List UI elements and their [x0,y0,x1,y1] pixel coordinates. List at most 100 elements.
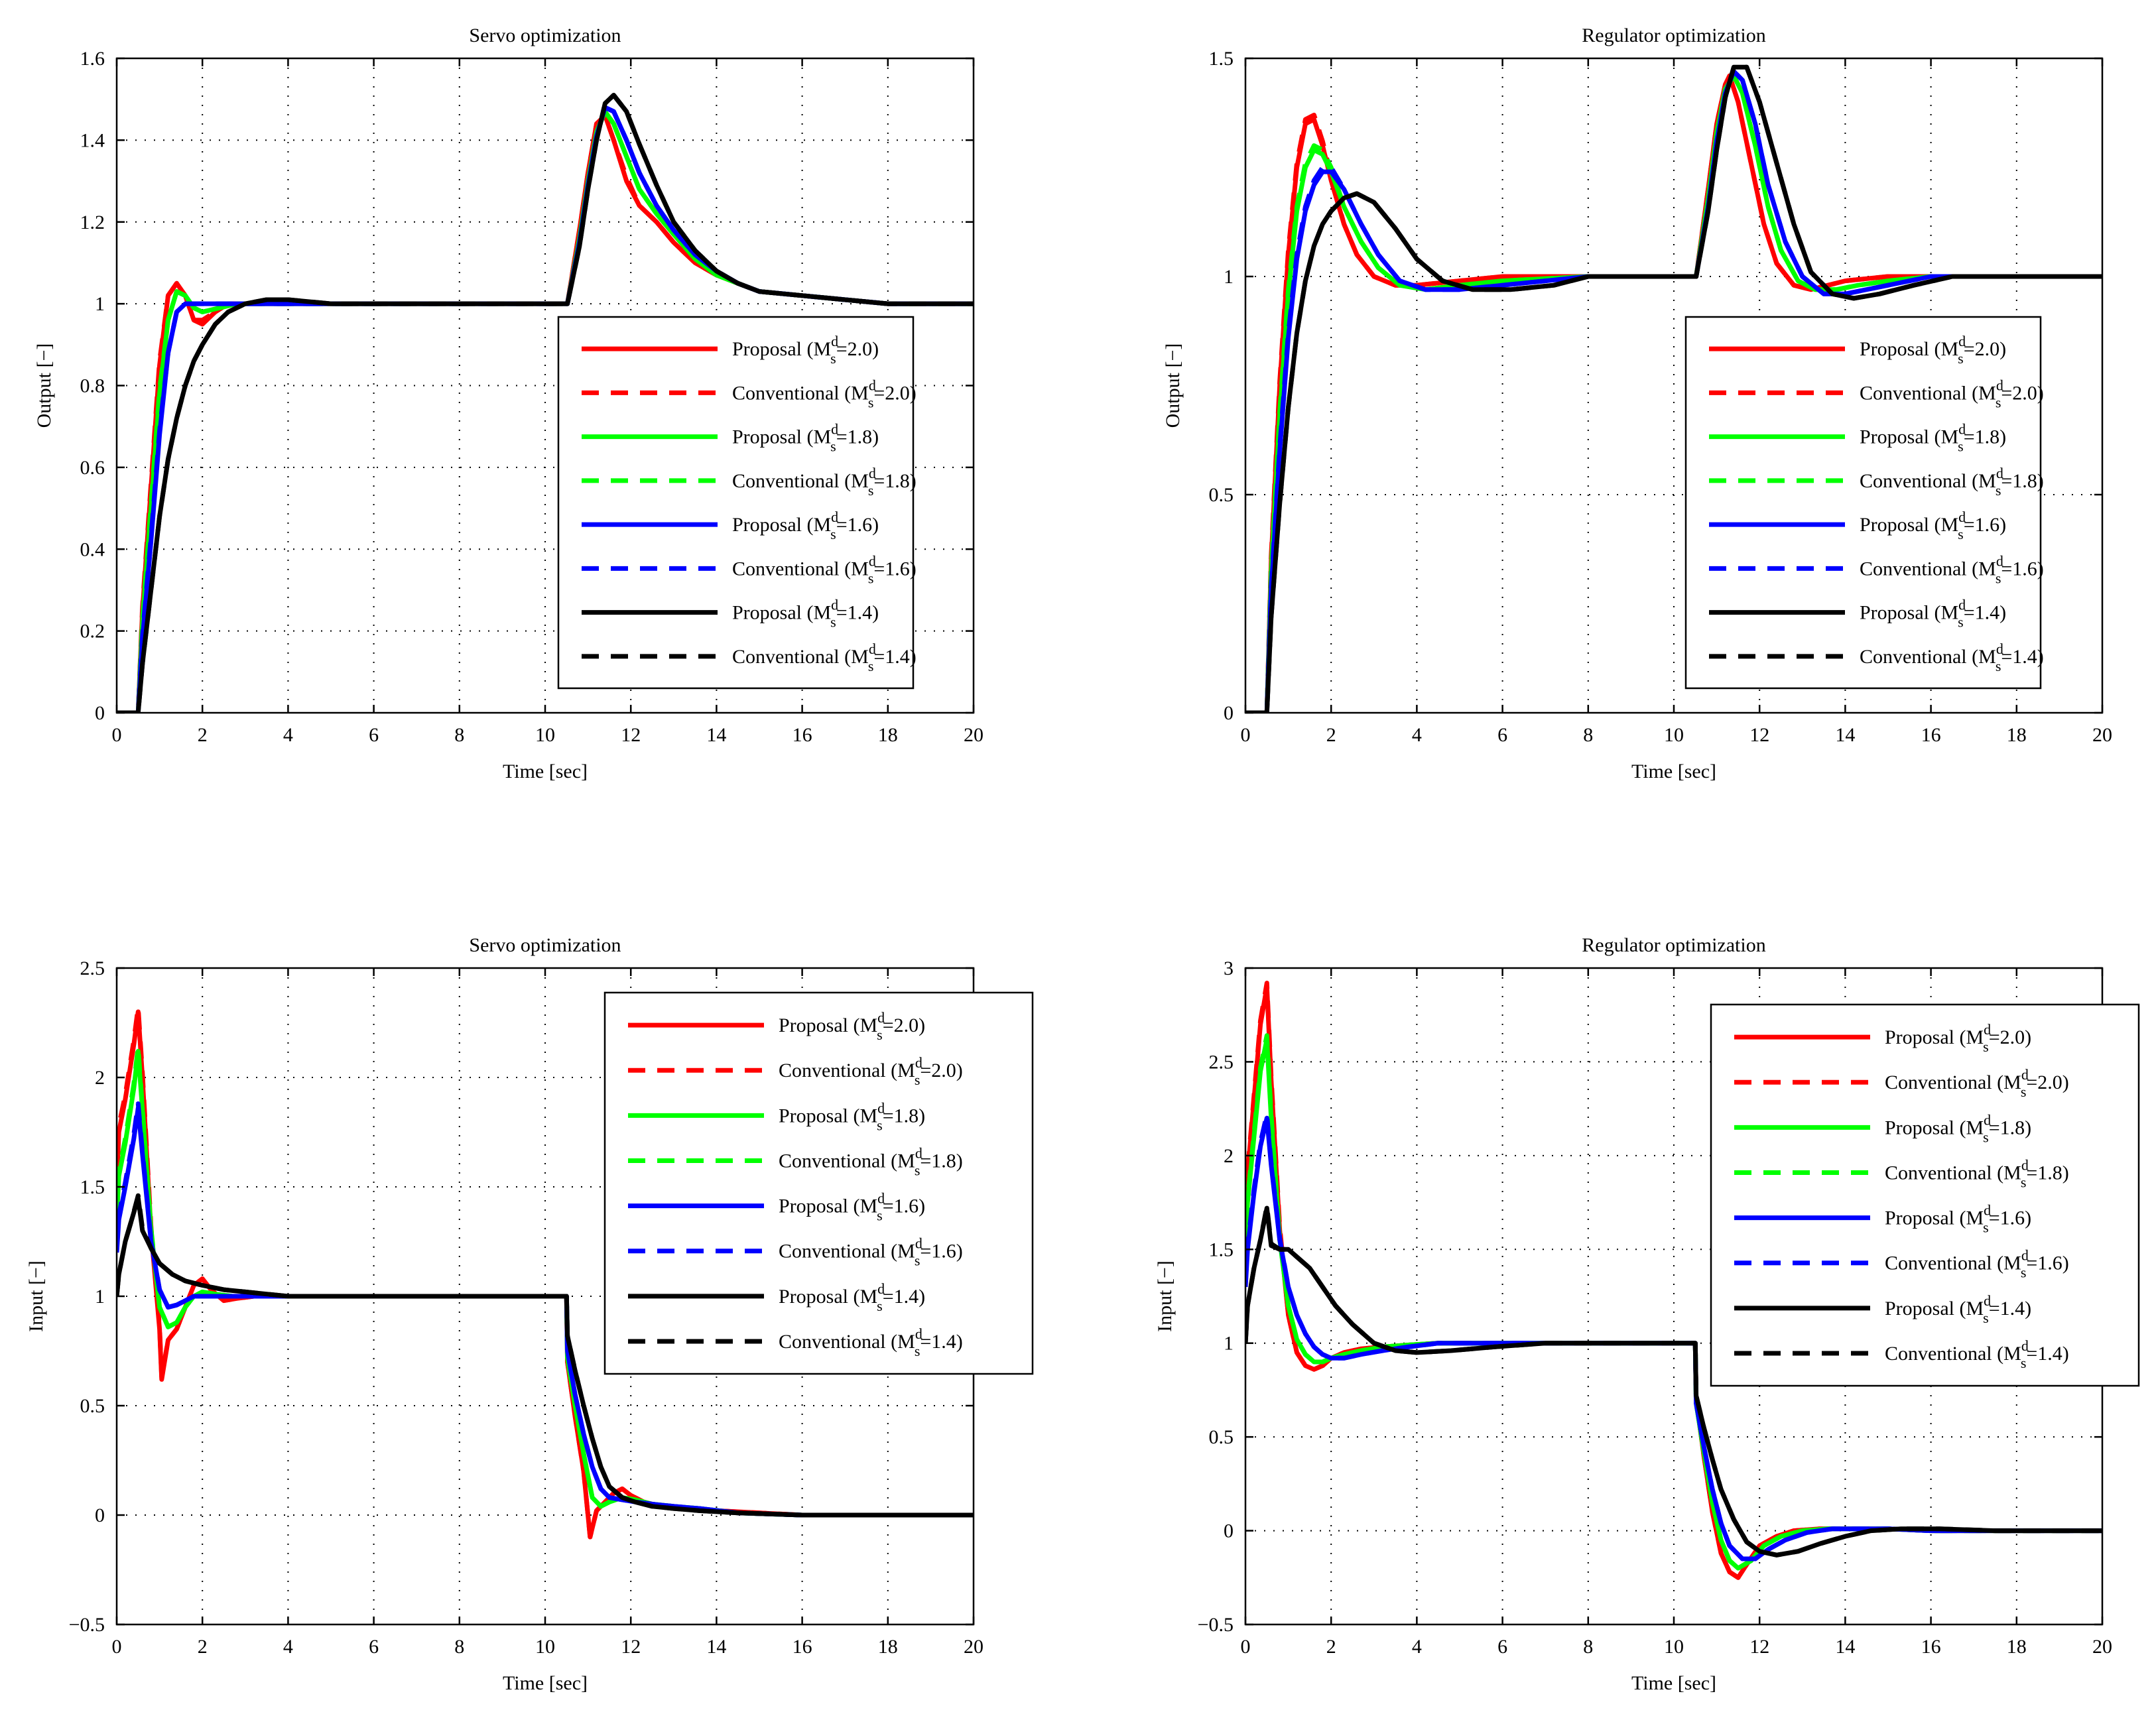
legend-label-c16: Conventional (Md s=1.6) [732,552,917,586]
y-tick-label: 2.5 [80,957,105,979]
y-tick-label: 0.8 [80,375,105,397]
legend: Proposal (Md s=2.0) Conventional (Md s=2.0)… [557,316,917,690]
legend-label-p16: Proposal (Md s=1.6) [732,509,879,542]
legend-label-p20: Proposal (Md s=2.0) [1885,1021,2031,1055]
y-tick-label: 1.5 [1209,1239,1234,1260]
x-tick-label: 2 [1326,724,1336,746]
y-tick-label: 1.5 [1209,48,1234,70]
legend-label-p20: Proposal (Md s=2.0) [732,333,879,367]
x-tick-label: 12 [621,724,641,746]
x-tick-label: 6 [1497,1636,1507,1658]
chart-title: Servo optimization [469,25,621,46]
chart-title: Regulator optimization [1582,25,1765,46]
series-line-c14 [1245,64,2102,713]
servo-input-chart: 0 2 4 6 8 10 12 14 16 18 20 −0.5 0 0.5 1 1.5 2 2.5 Servo o… [25,934,1034,1694]
x-tick-label: 0 [1241,724,1251,746]
legend: Proposal (Md s=2.0) Conventional (Md s=2.0)… [603,991,1034,1375]
x-tick-label: 18 [878,724,898,746]
y-axis-label: Output [−] [1162,343,1184,428]
x-axis-label: Time [sec] [1631,761,1716,782]
x-tick-label: 16 [793,724,812,746]
legend-label-p14: Proposal (Md s=1.4) [732,597,879,631]
regulator-input-chart: 0 2 4 6 8 10 12 14 16 18 20 −0.5 0 0.5 1 1.5 2 2.5 3 Regula… [1154,934,2140,1694]
x-tick-label: 12 [621,1636,641,1658]
y-tick-label: 1.6 [80,48,105,70]
y-tick-label: 2 [95,1067,105,1089]
y-tick-label: 0 [95,1504,105,1526]
legend-label-c14: Conventional (Md s=1.4) [779,1325,963,1359]
legend-label-c14: Conventional (Md s=1.4) [732,641,917,674]
chart-title: Regulator optimization [1582,934,1765,956]
legend-label-p14: Proposal (Md s=1.4) [1860,597,2006,631]
x-tick-label: 14 [706,724,726,746]
legend-label-c14: Conventional (Md s=1.4) [1860,641,2044,674]
legend-label-p20: Proposal (Md s=2.0) [1860,333,2006,367]
legend-label-p18: Proposal (Md s=1.8) [779,1099,925,1133]
legend-box [603,991,1034,1375]
legend-label-c18: Conventional (Md s=1.8) [779,1144,963,1178]
y-tick-label: 0 [1224,1520,1234,1542]
series-group [117,1005,974,1540]
y-tick-label: 3 [1224,957,1234,979]
x-tick-label: 20 [2092,1636,2112,1658]
x-tick-label: 0 [112,1636,122,1658]
legend-label-p16: Proposal (Md s=1.6) [1860,509,2006,542]
legend-label-p18: Proposal (Md s=1.8) [1885,1111,2031,1145]
x-tick-label: 2 [1326,1636,1336,1658]
series-group [117,93,974,713]
y-tick-label: 0.5 [80,1395,105,1417]
series-group [1245,64,2102,713]
x-tick-label: 4 [283,1636,293,1658]
x-tick-label: 12 [1749,1636,1769,1658]
y-tick-label: 1.2 [80,212,105,233]
series-line-c14 [117,1193,974,1518]
legend-box [1710,1003,2140,1387]
legend-label-c18: Conventional (Md s=1.8) [732,465,917,499]
x-tick-label: 16 [1921,1636,1941,1658]
legend-label-c20: Conventional (Md s=2.0) [732,377,917,410]
y-tick-label: 0.5 [1209,1426,1234,1448]
y-tick-label: 0.4 [80,538,105,560]
chart-title: Servo optimization [469,934,621,956]
y-tick-label: −0.5 [69,1614,105,1636]
x-tick-label: 0 [112,724,122,746]
x-tick-label: 8 [454,1636,464,1658]
legend: Proposal (Md s=2.0) Conventional (Md s=2.0)… [1684,316,2044,690]
legend-box [557,316,915,690]
y-axis-label: Input [−] [25,1260,47,1332]
x-tick-label: 12 [1749,724,1769,746]
y-tick-label: 1 [1224,266,1234,288]
series-line-c16 [1245,69,2102,713]
legend-label-p20: Proposal (Md s=2.0) [779,1009,925,1043]
legend-label-p18: Proposal (Md s=1.8) [732,421,879,455]
servo-output-chart: 0 2 4 6 8 10 12 14 16 18 20 0 0.2 0.4 0.6 0.8 1 1.2 1.4 1.6… [33,25,983,782]
series-line-c14 [1245,1203,2102,1558]
y-tick-label: 2 [1224,1145,1234,1167]
legend-label-p14: Proposal (Md s=1.4) [779,1280,925,1314]
x-tick-label: 6 [369,724,379,746]
legend-label-c18: Conventional (Md s=1.8) [1860,465,2044,499]
series-line-c20 [1245,73,2102,713]
x-tick-label: 4 [1412,724,1422,746]
legend-label-c14: Conventional (Md s=1.4) [1885,1337,2069,1371]
y-tick-label: 0 [95,702,105,724]
x-tick-label: 8 [1583,724,1593,746]
x-axis-label: Time [sec] [1631,1672,1716,1694]
y-tick-label: 1 [1224,1333,1234,1355]
y-tick-label: 1.4 [80,129,105,151]
legend-box [1684,316,2042,690]
y-tick-label: 0 [1224,702,1234,724]
legend: Proposal (Md s=2.0) Conventional (Md s=2.0)… [1710,1003,2140,1387]
y-tick-label: 1 [95,293,105,315]
x-axis-label: Time [sec] [503,1672,588,1694]
y-tick-label: 2.5 [1209,1051,1234,1073]
x-tick-label: 8 [454,724,464,746]
x-tick-label: 10 [1664,724,1684,746]
x-tick-label: 2 [198,724,208,746]
x-tick-label: 8 [1583,1636,1593,1658]
x-tick-label: 10 [535,724,555,746]
x-tick-label: 14 [706,1636,726,1658]
y-tick-label: −0.5 [1198,1614,1234,1636]
regulator-output-chart: 0 2 4 6 8 10 12 14 16 18 20 0 0.5 1 1.5 Regulator optim… [1162,25,2112,782]
